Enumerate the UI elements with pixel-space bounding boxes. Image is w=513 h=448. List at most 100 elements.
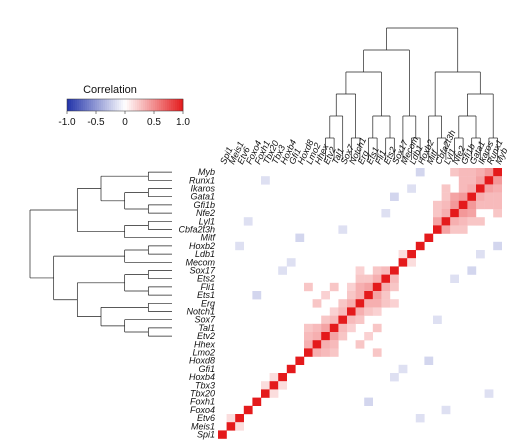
legend-color-step (147, 99, 150, 111)
heatmap-cell (235, 422, 244, 431)
heatmap-cell (321, 348, 330, 357)
heatmap-cell (338, 225, 348, 234)
heatmap-cell (484, 184, 494, 193)
row-label: Runx1 (189, 175, 215, 185)
heatmap-cell (355, 340, 365, 349)
heatmap-cell (476, 184, 485, 193)
heatmap-cell (381, 291, 391, 300)
legend-color-step (153, 99, 156, 111)
heatmap-cell (450, 217, 459, 226)
heatmap-cell (484, 192, 494, 201)
row-label: Ets2 (197, 274, 215, 284)
legend-tick-label: 0 (122, 117, 128, 128)
legend-color-step (141, 99, 144, 111)
heatmap-cell (312, 332, 322, 341)
legend-ticks: -1.0 -0.5 0 0.5 1.0 (58, 111, 190, 128)
heatmap-cell (467, 209, 477, 218)
row-label: Etv2 (197, 331, 215, 341)
heatmap-cell (347, 307, 356, 316)
heatmap-cell (476, 217, 485, 226)
heatmap-cell (304, 348, 313, 357)
legend-color-step (101, 99, 104, 111)
heatmap-cell (338, 299, 348, 308)
heatmap-cell (458, 209, 468, 218)
legend-color-step (75, 99, 78, 111)
heatmap-cell (433, 209, 442, 218)
legend-color-step (89, 99, 92, 111)
legend-color-step (115, 99, 118, 111)
legend-color-step (79, 99, 82, 111)
column-dendrogram (325, 27, 498, 160)
heatmap-cell (372, 348, 382, 357)
heatmap-cell (364, 307, 373, 316)
heatmap-cell (381, 282, 391, 292)
heatmap-cell (433, 217, 442, 226)
legend-color-step (151, 99, 154, 111)
legend-color-step (149, 99, 152, 111)
legend-color-step (177, 99, 180, 111)
heatmap-cell (226, 422, 236, 431)
row-label: Cbfa2t3h (178, 225, 215, 235)
legend-color-step (159, 99, 162, 111)
heatmap-cell (286, 364, 296, 374)
heatmap-cell (329, 340, 339, 349)
legend-color-step (163, 99, 166, 111)
heatmap-cell (407, 258, 416, 267)
legend-color-step (93, 99, 96, 111)
row-label: Hhex (194, 339, 216, 349)
heatmap-cell (372, 291, 382, 300)
heatmap-cell (476, 250, 485, 259)
legend-color-step (131, 99, 134, 111)
heatmap-cell (364, 291, 373, 300)
heatmap-cell (321, 323, 330, 333)
heatmap-cell (218, 430, 227, 439)
heatmap-cell (390, 192, 399, 201)
heatmap-cell (415, 241, 425, 251)
legend-color-step (169, 99, 172, 111)
heatmap-cell (398, 364, 408, 374)
legend-color-step (77, 99, 80, 111)
heatmap-cell (312, 340, 322, 349)
heatmap-cell (398, 258, 408, 267)
heatmap-cell (467, 200, 477, 210)
row-label: Tal1 (198, 323, 215, 333)
heatmap-cell (458, 168, 468, 177)
legend-color-step (69, 99, 72, 111)
row-label: Fli1 (200, 282, 215, 292)
legend-color-step (99, 99, 102, 111)
legend-tick-label: -0.5 (87, 117, 105, 128)
row-label: Sox17 (189, 266, 216, 276)
row-label: Tbx3 (195, 380, 215, 390)
heatmap-cell (372, 299, 382, 308)
legend-color-step (155, 99, 158, 111)
heatmap-cell (458, 176, 468, 185)
row-label: Gata1 (190, 192, 215, 202)
heatmap-cell (467, 168, 477, 177)
heatmap-cell (424, 233, 434, 242)
heatmap-cell (372, 274, 382, 283)
legend-tick-label: -1.0 (58, 117, 76, 128)
legend-color-step (119, 99, 122, 111)
heatmap-cell (433, 200, 442, 210)
heatmap-cell (338, 315, 348, 324)
heatmap-cell (467, 217, 477, 226)
heatmap-cell (355, 282, 365, 292)
heatmap-cell (269, 381, 279, 390)
heatmap-cell (295, 233, 305, 242)
heatmap-cell (372, 282, 382, 292)
legend-color-step (175, 99, 178, 111)
heatmap-cell (235, 241, 244, 251)
heatmap-cell (278, 266, 287, 275)
heatmap-cell (390, 274, 399, 283)
heatmap-cell (433, 315, 442, 324)
legend-color-step (145, 99, 148, 111)
legend-color-step (105, 99, 108, 111)
heatmap-cell (304, 323, 313, 333)
legend-tick-label: 1.0 (176, 117, 190, 128)
heatmap-cell (278, 373, 287, 382)
row-label: Hoxd8 (189, 356, 215, 366)
legend-color-step (97, 99, 100, 111)
legend-color-step (135, 99, 138, 111)
heatmap-cell (364, 332, 373, 341)
heatmap-cell (450, 192, 459, 201)
